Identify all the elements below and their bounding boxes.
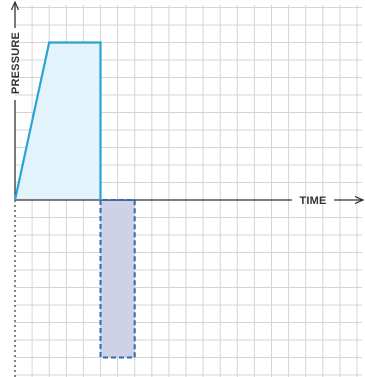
- chart-axes: TIME PRESSURE: [10, 2, 363, 377]
- positive-pulse-line: [13, 41, 102, 201]
- negative-pulse-line: [99, 199, 136, 359]
- negative-pulse-fill: [100, 200, 135, 358]
- x-axis-label: TIME: [299, 195, 326, 207]
- chart-grid: [15, 5, 362, 377]
- positive-pulse-fill: [15, 42, 101, 200]
- y-axis-label: PRESSURE: [10, 32, 22, 94]
- pulse-areas: [15, 42, 135, 358]
- pulse-lines: [13, 41, 136, 359]
